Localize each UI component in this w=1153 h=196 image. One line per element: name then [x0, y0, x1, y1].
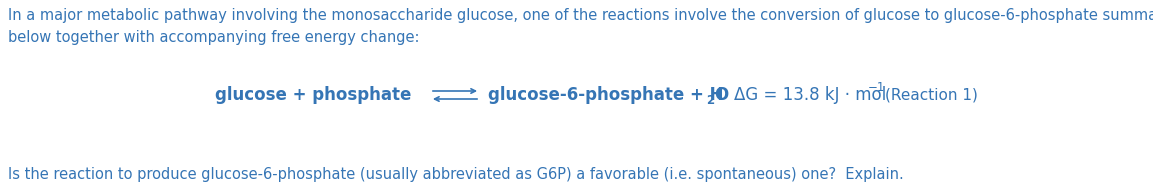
Text: ΔG = 13.8 kJ · mol: ΔG = 13.8 kJ · mol — [734, 86, 887, 104]
Text: −1: −1 — [868, 81, 886, 93]
Text: (Reaction 1): (Reaction 1) — [886, 87, 978, 103]
Text: In a major metabolic pathway involving the monosaccharide glucose, one of the re: In a major metabolic pathway involving t… — [8, 8, 1153, 23]
Text: Is the reaction to produce glucose-6-phosphate (usually abbreviated as G6P) a fa: Is the reaction to produce glucose-6-pho… — [8, 167, 904, 182]
Text: below together with accompanying free energy change:: below together with accompanying free en… — [8, 30, 420, 45]
Text: 2: 2 — [706, 93, 714, 106]
Text: glucose + phosphate: glucose + phosphate — [214, 86, 412, 104]
Text: O: O — [714, 86, 729, 104]
Text: glucose-6-phosphate + H: glucose-6-phosphate + H — [488, 86, 723, 104]
